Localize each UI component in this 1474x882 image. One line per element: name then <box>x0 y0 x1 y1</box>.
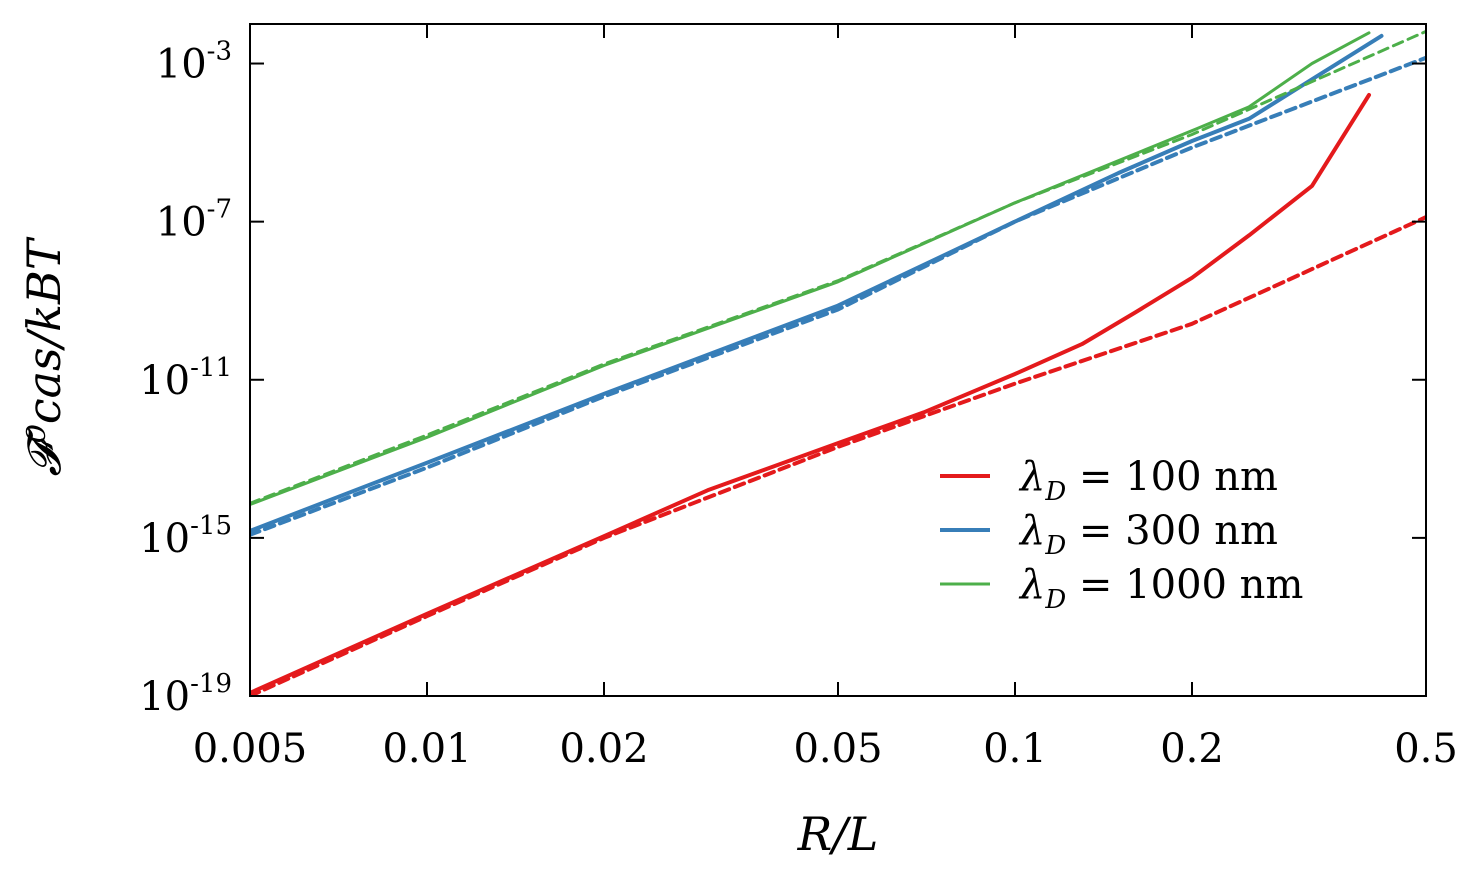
x-tick-label-3: 0.02 <box>559 726 648 772</box>
x-tick-label-5: 0.1 <box>983 726 1047 772</box>
series-layer <box>250 29 1426 696</box>
ticks-layer <box>249 24 1427 697</box>
series-3-solid-line <box>250 33 1384 533</box>
x-axis-label: R/L <box>797 807 879 861</box>
legend-label-2: λD = 300 nm <box>1018 508 1278 561</box>
series-5-solid-line <box>250 31 1371 506</box>
x-tick-label-1: 0.005 <box>193 726 308 772</box>
y-tick-label-5: 10-3 <box>156 37 232 88</box>
y-tick-label-2: 10-15 <box>139 511 232 562</box>
series-6-dashed-line <box>250 29 1426 505</box>
x-tick-label-7: 0.5 <box>1394 726 1458 772</box>
y-tick-labels: 10-19 10-15 10-11 10-7 10-3 <box>139 37 232 720</box>
x-tick-label-2: 0.01 <box>382 726 471 772</box>
y-axis-label: 𝓕⁰cas/kBT <box>17 236 71 476</box>
x-tick-labels: 0.005 0.01 0.02 0.05 0.1 0.2 0.5 <box>193 726 1458 772</box>
x-tick-label-6: 0.2 <box>1160 726 1224 772</box>
legend-label-1: λD = 100 nm <box>1018 454 1278 507</box>
x-tick-label-4: 0.05 <box>793 726 882 772</box>
legend-label-3: λD = 1000 nm <box>1018 562 1303 615</box>
series-2-dashed-line <box>250 215 1426 696</box>
y-tick-label-3: 10-11 <box>139 353 232 404</box>
y-tick-label-1: 10-19 <box>139 669 232 720</box>
series-4-dashed-line <box>250 55 1426 537</box>
y-tick-label-4: 10-7 <box>156 195 232 246</box>
